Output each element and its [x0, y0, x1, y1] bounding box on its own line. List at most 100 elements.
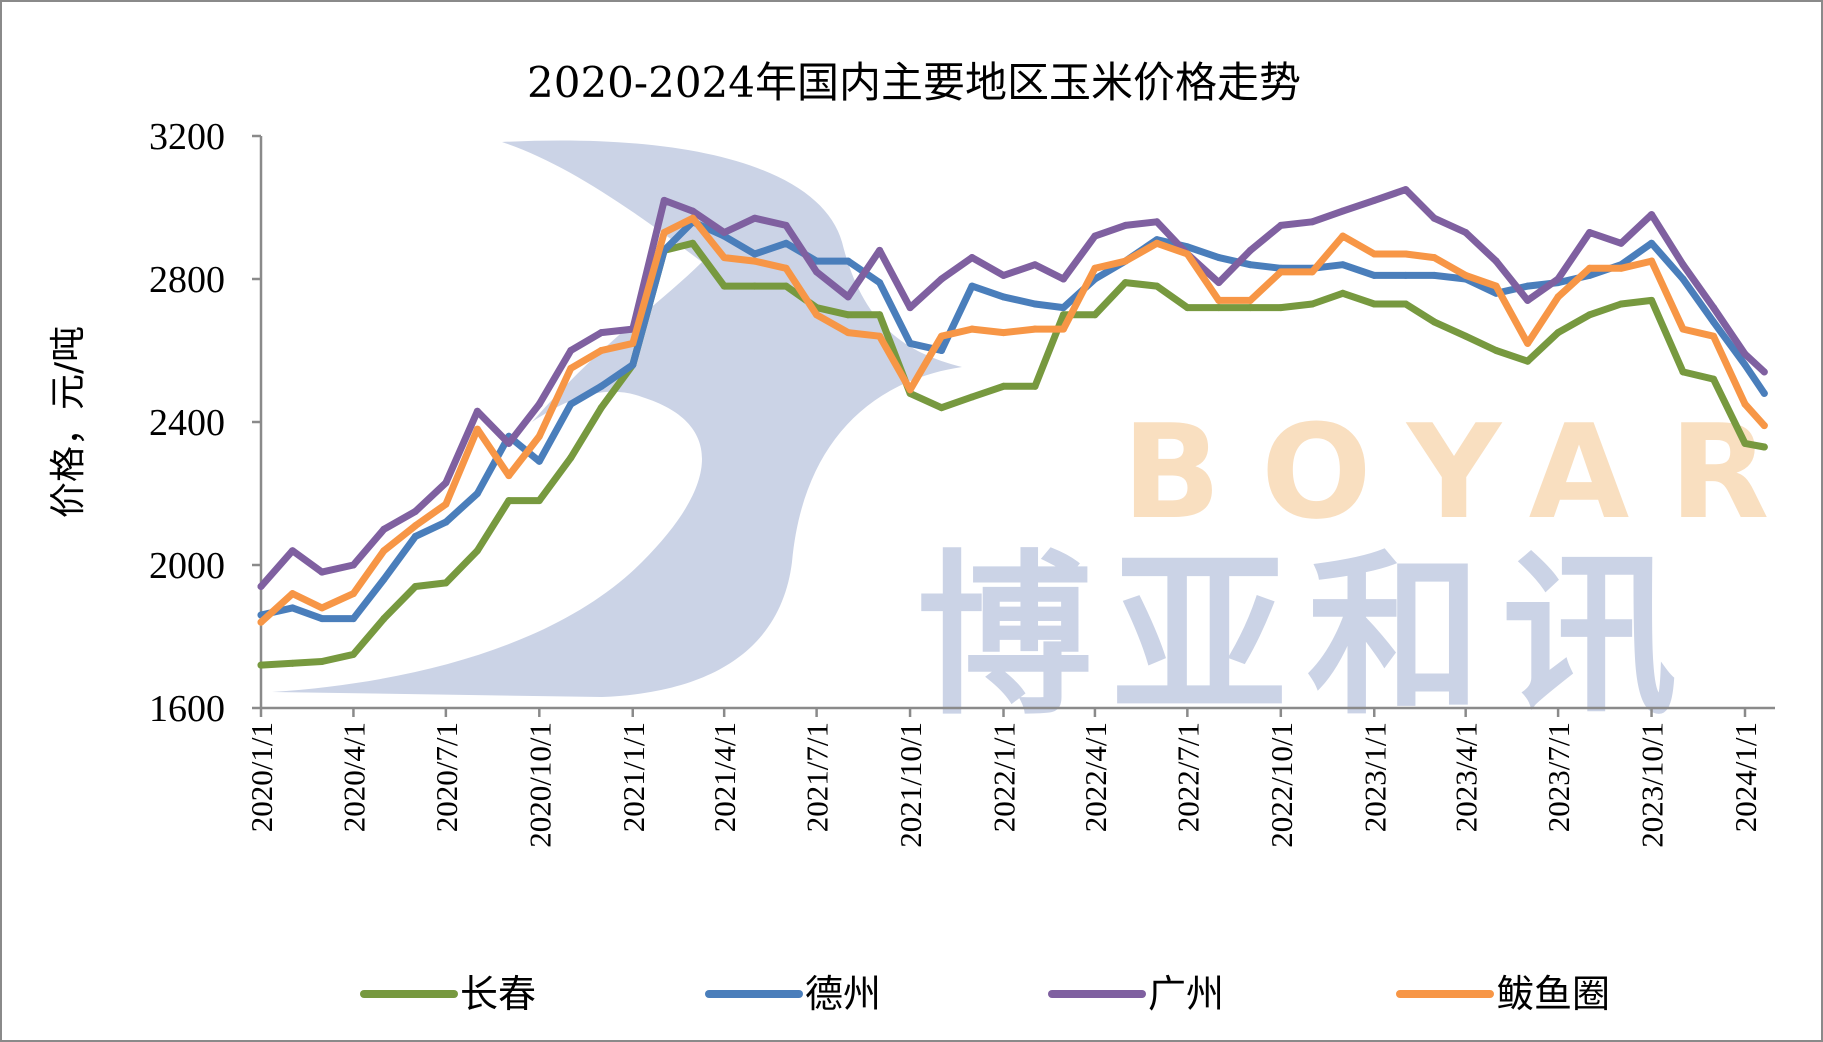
- data-point: [411, 532, 419, 540]
- data-point: [1277, 268, 1285, 276]
- data-point: [1370, 250, 1378, 258]
- x-tick-label: 2024/1/1: [1728, 722, 1763, 832]
- data-point: [1402, 250, 1410, 258]
- data-point: [1215, 254, 1223, 262]
- legend-item: 广州: [1048, 972, 1224, 1016]
- data-point: [318, 568, 326, 576]
- data-point: [1091, 311, 1099, 319]
- data-point: [1370, 271, 1378, 279]
- data-point: [1524, 296, 1532, 304]
- data-point: [597, 347, 605, 354]
- data-point: [1741, 361, 1749, 369]
- data-point: [1059, 275, 1067, 283]
- data-point: [1091, 264, 1099, 272]
- data-point: [906, 304, 914, 312]
- data-point: [629, 361, 637, 369]
- data-point: [473, 490, 481, 497]
- data-point: [380, 575, 388, 583]
- data-point: [1648, 296, 1656, 304]
- data-point: [720, 282, 728, 290]
- legend-item: 长春: [360, 972, 536, 1016]
- data-point: [1059, 311, 1067, 319]
- data-point: [1430, 271, 1438, 279]
- data-point: [349, 650, 357, 658]
- data-point: [1091, 232, 1099, 240]
- data-point: [380, 525, 388, 533]
- data-point: [629, 339, 637, 347]
- data-point: [906, 386, 914, 394]
- chart-title: 2020-2024年国内主要地区玉米价格走势: [527, 58, 1301, 107]
- data-point: [1339, 261, 1347, 269]
- data-point: [1370, 196, 1378, 204]
- data-point: [1760, 389, 1768, 397]
- data-point: [257, 661, 265, 669]
- data-point: [288, 659, 296, 667]
- data-point: [349, 615, 357, 623]
- data-point: [876, 332, 884, 340]
- data-point: [938, 347, 946, 354]
- data-point: [1215, 279, 1223, 287]
- data-point: [968, 254, 976, 262]
- x-tick-label: 2020/4/1: [336, 722, 371, 832]
- data-point: [1760, 368, 1768, 376]
- data-point: [1648, 257, 1656, 265]
- data-point: [567, 347, 575, 354]
- data-point: [1277, 304, 1285, 312]
- data-point: [1586, 229, 1594, 237]
- x-tick-label: 2021/7/1: [800, 722, 835, 832]
- data-point: [1524, 282, 1532, 290]
- data-point: [257, 618, 265, 626]
- data-point: [968, 393, 976, 401]
- data-point: [720, 254, 728, 262]
- x-tick-label: 2020/1/1: [244, 722, 279, 832]
- data-point: [318, 615, 326, 623]
- data-point: [1430, 254, 1438, 262]
- y-tick-label: 1600: [149, 688, 225, 730]
- legend-label: 鲅鱼圈: [1496, 972, 1610, 1016]
- series-line-广州: [257, 186, 1768, 590]
- data-point: [1462, 229, 1470, 237]
- data-point: [1153, 218, 1161, 226]
- data-point: [1402, 300, 1410, 308]
- data-point: [1492, 257, 1500, 265]
- data-point: [473, 425, 481, 433]
- x-tick-label: 2022/4/1: [1078, 722, 1113, 832]
- data-point: [1586, 264, 1594, 272]
- data-point: [1370, 300, 1378, 308]
- data-point: [968, 282, 976, 290]
- data-point: [1648, 211, 1656, 219]
- data-point: [1000, 382, 1008, 390]
- data-point: [1710, 375, 1718, 383]
- data-point: [1524, 339, 1532, 347]
- data-point: [751, 257, 759, 265]
- data-point: [442, 518, 450, 526]
- legend-label: 德州: [805, 972, 881, 1016]
- data-point: [535, 457, 543, 465]
- data-point: [1462, 332, 1470, 340]
- data-point: [411, 582, 419, 590]
- data-point: [1741, 439, 1749, 447]
- data-point: [1121, 279, 1129, 287]
- data-point: [844, 257, 852, 265]
- data-point: [288, 604, 296, 612]
- data-point: [1059, 304, 1067, 312]
- data-point: [442, 579, 450, 587]
- data-point: [1462, 271, 1470, 279]
- data-point: [442, 479, 450, 487]
- data-point: [844, 293, 852, 301]
- data-point: [473, 407, 481, 415]
- data-point: [1554, 293, 1562, 301]
- x-tick-label: 2023/7/1: [1541, 722, 1576, 832]
- series-line-鲅鱼圈: [257, 214, 1768, 626]
- data-point: [876, 311, 884, 319]
- data-point: [1617, 300, 1625, 308]
- data-point: [1031, 382, 1039, 390]
- x-tick-label: 2021/4/1: [707, 722, 742, 832]
- data-point: [1524, 357, 1532, 365]
- data-point: [1183, 304, 1191, 312]
- data-point: [1617, 239, 1625, 247]
- data-point: [1059, 325, 1067, 333]
- data-point: [505, 497, 513, 505]
- data-point: [567, 364, 575, 372]
